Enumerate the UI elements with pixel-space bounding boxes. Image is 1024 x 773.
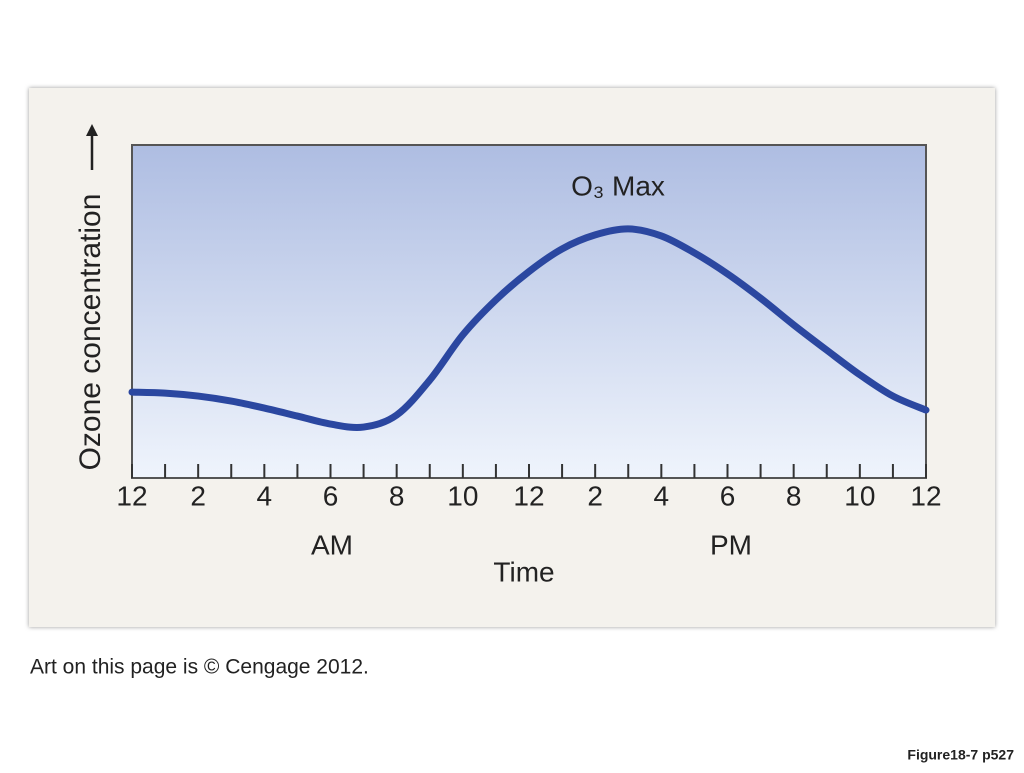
x-tick-label: 4 [654,480,670,511]
period-label: PM [710,529,752,560]
x-axis-label: Time [493,556,554,587]
x-tick-label: 6 [720,480,736,511]
y-axis-arrowhead [86,124,98,136]
x-tick-label: 12 [513,480,544,511]
caption: Art on this page is © Cengage 2012. [30,656,369,679]
x-tick-label: 10 [447,480,478,511]
x-tick-label: 2 [587,480,603,511]
annotation: O₃ Max [571,170,665,201]
x-tick-label: 10 [844,480,875,511]
x-tick-label: 4 [257,480,273,511]
x-tick-label: 8 [786,480,802,511]
y-axis-label-group: Ozone concentration [74,124,107,470]
x-tick-label: 2 [190,480,206,511]
x-tick-label: 12 [116,480,147,511]
x-tick-label: 8 [389,480,405,511]
period-label: AM [311,529,353,560]
x-tick-label: 6 [323,480,339,511]
x-tick-label: 12 [910,480,941,511]
data-line [128,225,930,431]
y-axis-label: Ozone concentration [74,194,107,471]
figure-label: Figure18-7 p527 [907,747,1014,763]
plot-area [131,144,927,479]
